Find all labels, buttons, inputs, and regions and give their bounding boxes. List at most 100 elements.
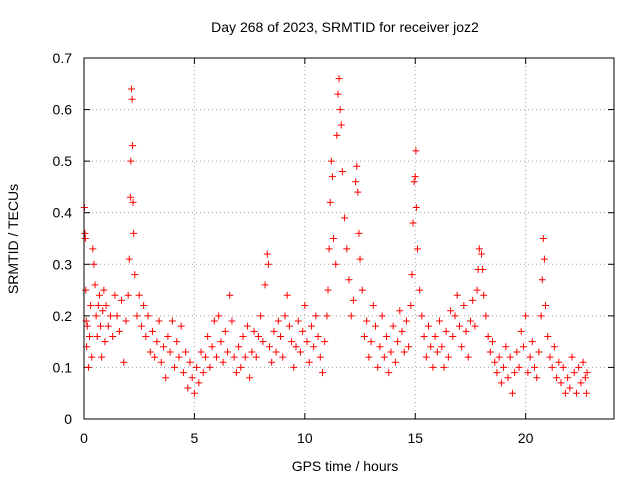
data-point-marker (429, 363, 437, 371)
data-point-marker (479, 265, 487, 273)
data-point-marker (171, 363, 179, 371)
data-point-marker (581, 374, 589, 382)
data-point-marker (237, 363, 245, 371)
data-point-marker (248, 348, 256, 356)
data-point-marker (394, 338, 402, 346)
data-point-marker (153, 338, 161, 346)
data-point-marker (120, 358, 128, 366)
data-point-marker (310, 343, 318, 351)
data-point-marker (241, 353, 249, 361)
data-point-marker (572, 389, 580, 397)
data-point-marker (531, 363, 538, 371)
data-point-marker (288, 338, 296, 346)
data-point-marker (568, 353, 576, 361)
data-point-marker (82, 286, 90, 294)
y-tick-label: 0.6 (53, 102, 73, 118)
data-point-marker (411, 173, 419, 181)
data-point-marker (508, 389, 516, 397)
data-point-marker (338, 167, 346, 175)
data-point-marker (118, 296, 126, 304)
data-point-marker (328, 173, 336, 181)
data-point-marker (326, 198, 334, 206)
data-point-marker (385, 369, 393, 377)
data-point-marker (129, 142, 137, 150)
data-point-marker (389, 322, 397, 330)
data-point-marker (343, 245, 351, 253)
data-point-marker (458, 343, 466, 351)
data-point-marker (125, 255, 133, 263)
y-tick-label: 0.1 (53, 359, 73, 375)
data-point-marker (92, 312, 100, 320)
data-point-marker (323, 312, 331, 320)
data-point-marker (126, 193, 134, 201)
data-point-marker (235, 343, 243, 351)
data-point-marker (88, 353, 96, 361)
data-point-marker (367, 338, 375, 346)
data-point-marker (190, 389, 198, 397)
data-point-marker (358, 286, 366, 294)
data-point-marker (84, 363, 92, 371)
data-point-marker (261, 281, 269, 289)
plot-frame (83, 57, 615, 420)
data-point-marker (127, 85, 135, 93)
data-point-marker (355, 229, 363, 237)
data-point-marker (160, 343, 167, 351)
data-point-marker (431, 332, 439, 340)
data-point-marker (208, 343, 216, 351)
data-point-marker (462, 327, 470, 335)
data-point-marker (378, 312, 386, 320)
chart-title: Day 268 of 2023, SRMTID for receiver joz… (211, 19, 479, 35)
data-point-marker (294, 317, 302, 325)
data-point-marker (135, 291, 143, 299)
data-point-marker (478, 250, 485, 258)
data-point-marker (330, 235, 338, 242)
data-point-marker (113, 312, 121, 320)
data-point-marker (537, 312, 545, 320)
y-tick-label: 0.5 (53, 153, 73, 169)
data-point-marker (259, 338, 267, 346)
data-point-marker (107, 312, 114, 320)
data-point-marker (453, 291, 461, 299)
data-point-marker (336, 106, 344, 114)
data-point-marker (197, 348, 205, 356)
data-point-marker (412, 204, 420, 212)
data-point-marker (449, 332, 457, 340)
data-point-marker (466, 317, 474, 325)
data-point-marker (228, 317, 236, 325)
data-point-marker (365, 353, 373, 361)
data-point-marker (299, 327, 307, 335)
data-point-marker (570, 369, 578, 377)
x-tick-label: 20 (518, 430, 534, 446)
data-point-marker (179, 369, 187, 377)
data-point-marker (369, 302, 377, 310)
x-axis-label: GPS time / hours (292, 458, 399, 474)
data-point-marker (383, 332, 391, 340)
data-point-marker (469, 296, 477, 304)
data-point-marker (407, 302, 415, 310)
data-point-marker (226, 291, 234, 299)
data-point-marker (491, 358, 499, 366)
data-point-marker (557, 379, 565, 387)
data-point-marker (464, 353, 472, 361)
data-point-marker (526, 353, 534, 361)
data-point-marker (425, 322, 432, 330)
data-point-marker (577, 379, 585, 387)
data-point-marker (500, 363, 508, 371)
y-tick-label: 0.7 (53, 50, 73, 66)
data-point-marker (264, 260, 272, 268)
data-point-marker (522, 312, 530, 320)
data-point-marker (279, 353, 287, 361)
data-point-marker (128, 95, 136, 103)
data-point-marker (285, 322, 293, 330)
data-point-marker (257, 312, 265, 320)
data-point-marker (539, 235, 547, 242)
data-point-marker (81, 235, 89, 242)
data-point-marker (410, 178, 418, 186)
x-tick-label: 0 (80, 430, 88, 446)
data-point-marker (583, 369, 591, 377)
data-point-marker (511, 369, 519, 377)
data-point-marker (239, 332, 247, 340)
data-point-marker (400, 348, 408, 356)
data-point-marker (142, 332, 150, 340)
data-point-marker (475, 245, 483, 253)
